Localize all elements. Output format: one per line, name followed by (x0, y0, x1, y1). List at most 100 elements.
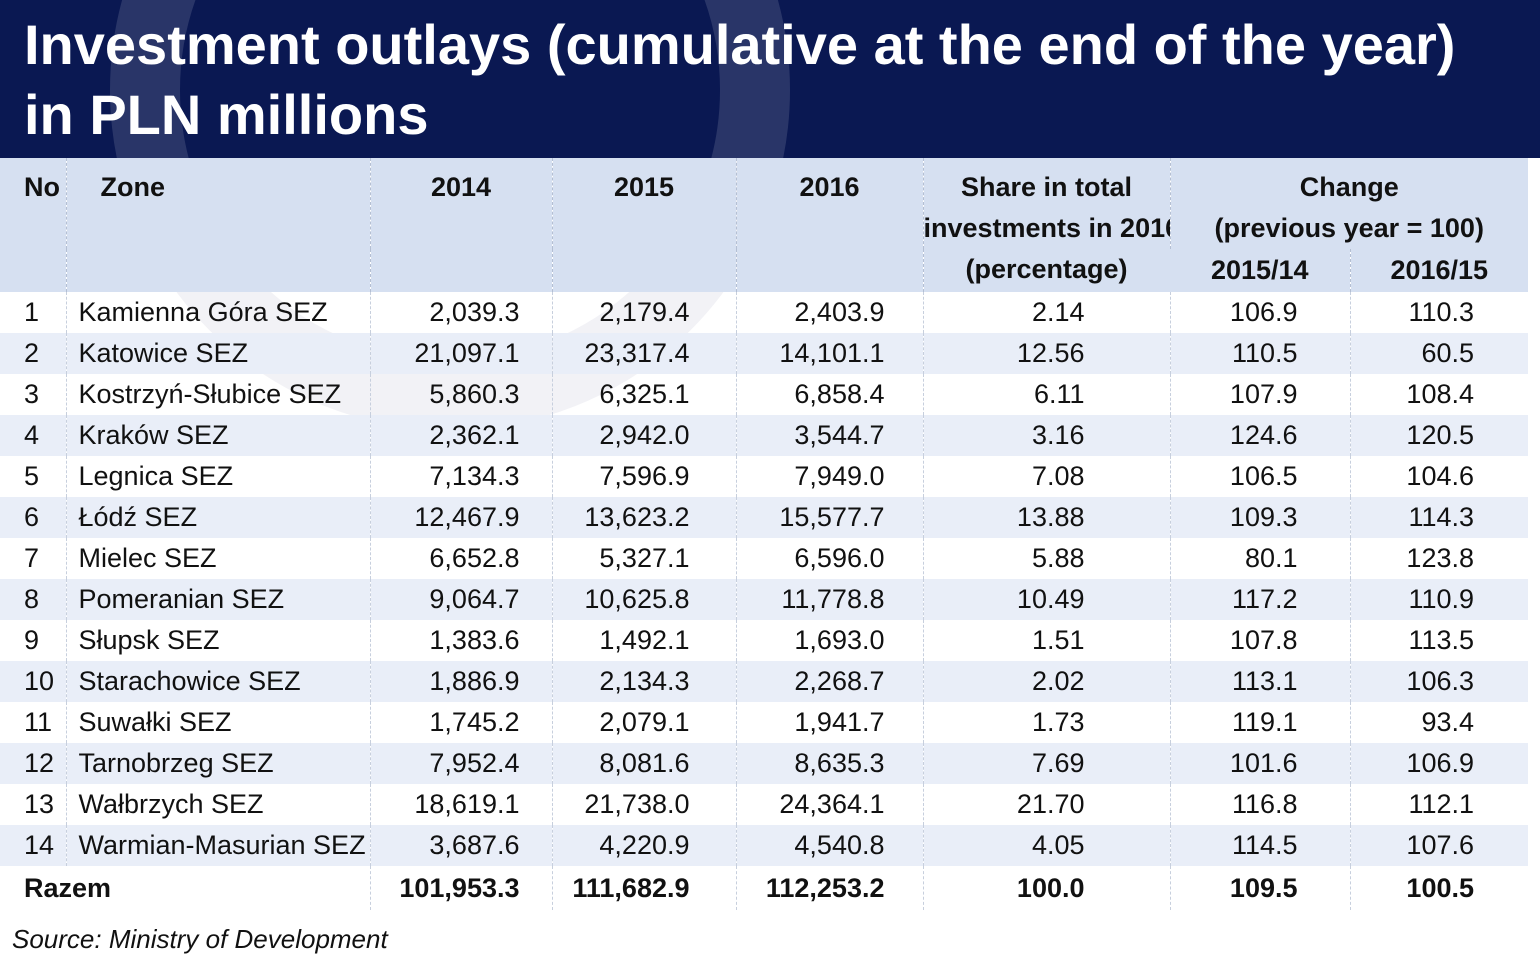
cell-no: 3 (24, 379, 40, 409)
cell-change-2016-15: 114.3 (1349, 497, 1528, 538)
cell-zone: Łódź SEZ (65, 497, 370, 538)
cell-2016: 2,268.7 (735, 661, 923, 702)
table-row: 11 Suwałki SEZ 1,745.2 2,079.1 1,941.7 1… (0, 702, 1528, 743)
cell-zone: Legnica SEZ (65, 456, 370, 497)
total-2015: 111,682.9 (551, 866, 736, 910)
cell-change-2016-15: 123.8 (1349, 538, 1528, 579)
cell-change-2015-14: 106.9 (1169, 292, 1350, 333)
title-line-1: Investment outlays (cumulative at the en… (24, 13, 1456, 76)
cell-2016: 8,635.3 (735, 743, 923, 784)
cell-2015: 6,325.1 (551, 374, 736, 415)
source-note: Source: Ministry of Development (12, 924, 388, 954)
cell-change-2015-14: 124.6 (1169, 415, 1350, 456)
header-2014: 2014 (369, 158, 552, 292)
cell-change-2016-15: 112.1 (1349, 784, 1528, 825)
cell-2016: 3,544.7 (735, 415, 923, 456)
header-share: Share in total investments in 2016 (percen… (922, 158, 1170, 292)
table-row: 7 Mielec SEZ 6,652.8 5,327.1 6,596.0 5.8… (0, 538, 1528, 579)
cell-zone: Starachowice SEZ (65, 661, 370, 702)
cell-zone: Słupsk SEZ (65, 620, 370, 661)
header-change-line-1: Change (1299, 172, 1399, 202)
cell-no: 4 (0, 415, 66, 456)
cell-no: 1 (24, 297, 40, 327)
cell-change-2016-15: 106.3 (1349, 661, 1528, 702)
table-row: 1 Kamienna Góra SEZ 2,039.3 2,179.4 2,40… (0, 292, 1528, 333)
header-no: No (0, 158, 66, 292)
cell-change-2016-15: 108.4 (1349, 374, 1528, 415)
cell-2016: 15,577.7 (735, 497, 923, 538)
cell-2016: 24,364.1 (735, 784, 923, 825)
cell-no: 11 (24, 707, 53, 737)
cell-change-2015-14: 113.1 (1169, 661, 1350, 702)
cell-2014: 5,860.3 (369, 374, 552, 415)
table-row: 2 Katowice SEZ 21,097.1 23,317.4 14,101.… (0, 333, 1528, 374)
cell-zone: Katowice SEZ (65, 333, 370, 374)
table-row: 13 Wałbrzych SEZ 18,619.1 21,738.0 24,36… (0, 784, 1528, 825)
cell-share: 2.14 (922, 292, 1170, 333)
cell-share: 10.49 (922, 579, 1170, 620)
cell-share: 5.88 (922, 538, 1170, 579)
cell-2015: 7,596.9 (551, 456, 736, 497)
cell-no: 7 (24, 543, 40, 573)
cell-share: 4.05 (922, 825, 1170, 866)
cell-2016: 14,101.1 (735, 333, 923, 374)
cell-2015: 23,317.4 (551, 333, 736, 374)
cell-share: 7.69 (922, 743, 1170, 784)
cell-2016: 2,403.9 (735, 292, 923, 333)
cell-share: 12.56 (922, 333, 1170, 374)
total-2016: 112,253.2 (735, 866, 923, 910)
cell-share: 2.02 (922, 661, 1170, 702)
cell-share: 7.08 (922, 456, 1170, 497)
investment-table: No Zone 2014 2015 2016 Share in total inv… (0, 158, 1528, 910)
cell-no: 9 (24, 625, 40, 655)
header-change: Change (previous year = 100) (1169, 158, 1528, 249)
table-row: 8 Pomeranian SEZ 9,064.7 10,625.8 11,778… (0, 579, 1528, 620)
cell-change-2016-15: 60.5 (1349, 333, 1528, 374)
table-row: 9 Słupsk SEZ 1,383.6 1,492.1 1,693.0 1.5… (0, 620, 1528, 661)
cell-2014: 9,064.7 (369, 579, 552, 620)
cell-zone: Kraków SEZ (65, 415, 370, 456)
cell-change-2015-14: 101.6 (1169, 743, 1350, 784)
cell-zone: Kamienna Góra SEZ (65, 292, 370, 333)
cell-change-2016-15: 110.3 (1349, 292, 1528, 333)
cell-change-2016-15: 104.6 (1349, 456, 1528, 497)
cell-change-2015-14: 116.8 (1169, 784, 1350, 825)
cell-2014: 2,039.3 (369, 292, 552, 333)
cell-share: 6.11 (922, 374, 1170, 415)
cell-zone: Kostrzyń-Słubice SEZ (65, 374, 370, 415)
page-title: Investment outlays (cumulative at the en… (24, 10, 1455, 150)
cell-share: 21.70 (922, 784, 1170, 825)
header-banner: Investment outlays (cumulative at the en… (0, 0, 1540, 158)
cell-no: 14 (0, 825, 66, 866)
cell-2015: 8,081.6 (551, 743, 736, 784)
cell-2014: 1,886.9 (369, 661, 552, 702)
header-change-2015-14: 2015/14 (1170, 249, 1350, 292)
total-change-2015-14: 109.5 (1169, 866, 1350, 910)
table-header: No Zone 2014 2015 2016 Share in total inv… (0, 158, 1528, 292)
cell-change-2015-14: 110.5 (1169, 333, 1350, 374)
cell-2016: 11,778.8 (735, 579, 923, 620)
header-change-2016-15: 2016/15 (1349, 249, 1528, 292)
cell-2014: 21,097.1 (369, 333, 552, 374)
cell-2014: 1,745.2 (369, 702, 552, 743)
cell-2014: 1,383.6 (369, 620, 552, 661)
cell-no: 5 (24, 461, 40, 491)
cell-2014: 7,952.4 (369, 743, 552, 784)
cell-no: 2 (0, 333, 66, 374)
cell-change-2015-14: 107.9 (1169, 374, 1350, 415)
cell-change-2015-14: 80.1 (1169, 538, 1350, 579)
cell-change-2016-15: 106.9 (1349, 743, 1528, 784)
header-share-line-3: (percentage) (965, 254, 1128, 284)
cell-zone: Warmian-Masurian SEZ (65, 825, 370, 866)
header-change-line-2: (previous year = 100) (1214, 213, 1484, 243)
cell-share: 3.16 (922, 415, 1170, 456)
cell-2015: 21,738.0 (551, 784, 736, 825)
cell-change-2016-15: 120.5 (1349, 415, 1528, 456)
total-2014: 101,953.3 (369, 866, 552, 910)
cell-2014: 12,467.9 (369, 497, 552, 538)
cell-change-2015-14: 114.5 (1169, 825, 1350, 866)
cell-2015: 1,492.1 (551, 620, 736, 661)
cell-2014: 2,362.1 (369, 415, 552, 456)
cell-2015: 2,134.3 (551, 661, 736, 702)
cell-2014: 7,134.3 (369, 456, 552, 497)
